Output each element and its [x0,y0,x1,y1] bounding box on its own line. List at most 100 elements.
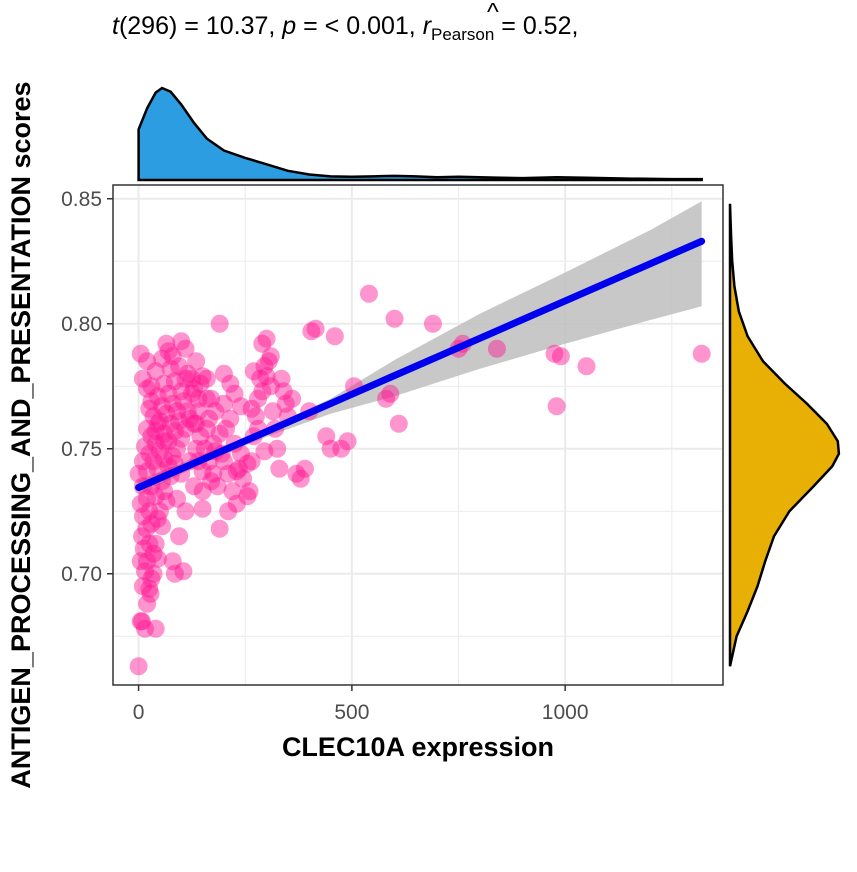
data-point [140,534,159,553]
data-point [144,452,163,471]
data-point [135,437,154,456]
data-point [150,442,169,461]
data-point [176,369,195,388]
y-tick-label: 0.75 [61,438,102,461]
data-point [140,444,159,463]
data-point [146,619,165,638]
data-point [227,494,246,513]
data-point [238,487,257,506]
data-point [161,359,180,378]
y-tick-label: 0.85 [61,188,102,211]
subtitle-t-label: t [112,12,120,40]
data-point [321,439,340,458]
data-point [253,382,272,401]
data-point [148,549,167,568]
data-point [238,454,257,473]
x-tick-label: 0 [133,701,145,724]
data-point [170,357,189,376]
data-point [295,459,314,478]
data-point [146,487,165,506]
data-point [146,534,165,553]
data-point [167,439,186,458]
data-point [187,439,206,458]
data-point [146,422,165,441]
data-point [199,409,218,428]
data-point [133,507,152,526]
data-point [377,389,396,408]
data-point [157,404,176,423]
data-point [231,444,250,463]
data-point [135,619,154,638]
data-point [148,459,167,478]
data-point [138,462,157,481]
data-point [165,564,184,583]
data-point [219,464,238,483]
data-point [261,377,280,396]
data-point [178,364,197,383]
data-point [185,477,204,496]
data-point [210,519,229,538]
data-point [172,429,191,448]
confidence-band [138,201,702,495]
data-point [255,357,274,376]
y-marginal-density [728,203,841,667]
data-point [240,482,259,501]
data-point [133,577,152,596]
data-point [157,492,176,511]
data-point [159,384,178,403]
data-point [144,564,163,583]
data-point [134,539,153,558]
data-point [197,389,216,408]
data-point [155,424,174,443]
data-point [142,514,161,533]
data-point [193,482,212,501]
data-point [191,427,210,446]
x-tick-label: 1000 [542,701,589,724]
data-point [261,347,280,366]
data-point [174,392,193,411]
data-point [142,427,161,446]
data-point [138,419,157,438]
data-point [187,414,206,433]
data-point [182,369,201,388]
data-point [146,434,165,453]
data-point [255,442,274,461]
data-point [138,489,157,508]
subtitle-p-label: p [281,12,296,40]
data-point [189,402,208,421]
data-point [138,594,157,613]
data-point [133,612,152,631]
data-point [129,464,148,483]
data-point [197,419,216,438]
data-point [142,392,161,411]
data-point [249,389,268,408]
subtitle-p-value: = < 0.001, [296,12,423,40]
data-point [180,409,199,428]
data-point [176,502,195,521]
data-point [234,469,253,488]
data-point [221,409,240,428]
data-point [423,314,442,333]
data-point [270,459,289,478]
data-point [302,322,321,341]
data-point [259,352,278,371]
data-point [287,464,306,483]
data-point [231,397,250,416]
data-point [208,477,227,496]
data-point [148,509,167,528]
chart-subtitle: t(296) = 10.37, p = < 0.001, rPearson = … [112,12,578,44]
data-point [193,367,212,386]
data-point [692,344,711,363]
data-point [551,347,570,366]
data-point [274,382,293,401]
data-point [185,379,204,398]
data-point [257,367,276,386]
data-point [202,472,221,491]
data-point [148,414,167,433]
data-point [150,502,169,521]
data-point [161,414,180,433]
data-point [138,352,157,371]
data-point [193,499,212,518]
subtitle-r-label: r [423,12,433,40]
